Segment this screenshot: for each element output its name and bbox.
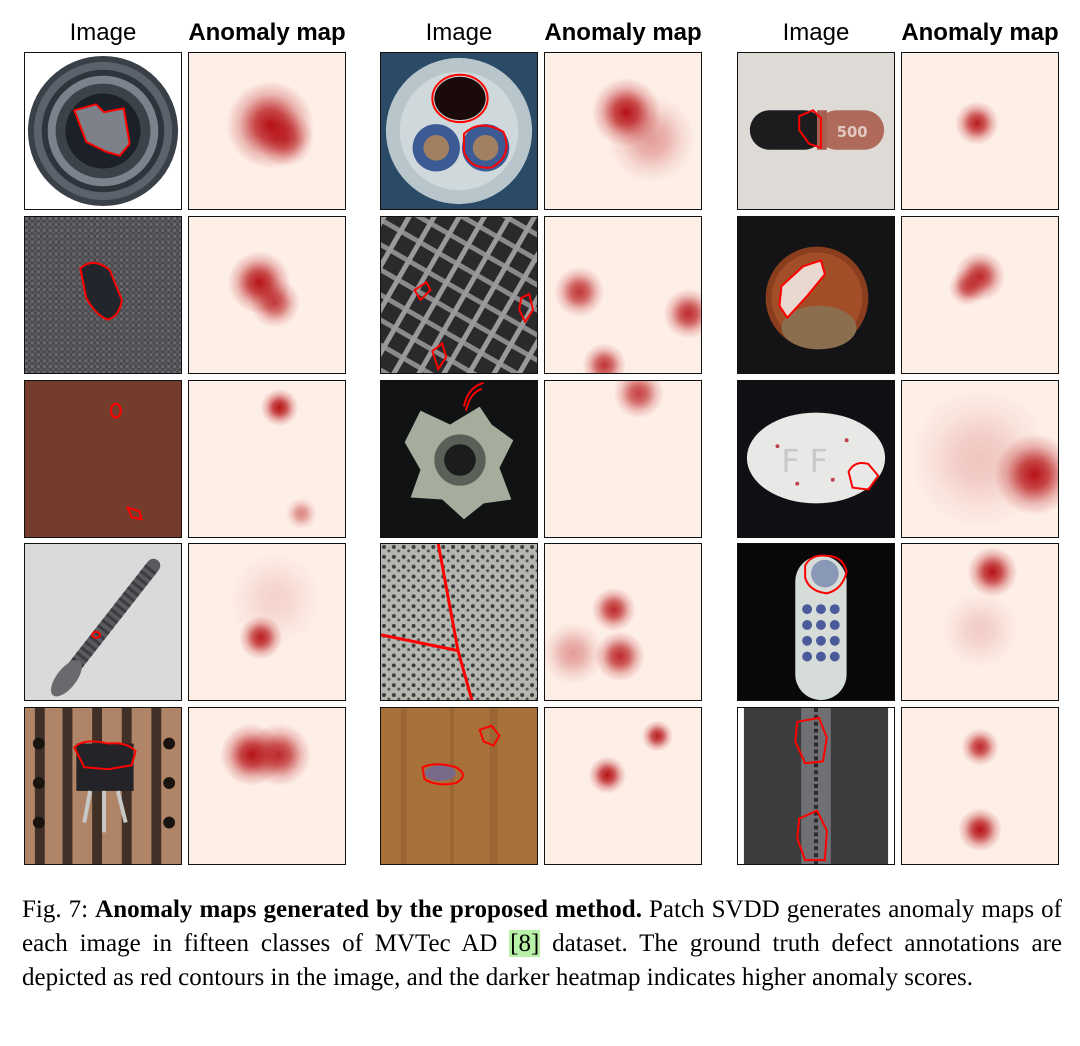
bottle-image	[24, 52, 182, 210]
svg-text:F F: F F	[781, 444, 827, 480]
header-image-col1: Image	[69, 19, 137, 46]
pill-anomaly-map	[901, 380, 1059, 538]
carpet-image	[24, 216, 182, 374]
zipper-anomaly-map	[901, 707, 1059, 865]
heatmap-spot	[257, 110, 314, 167]
leather-anomaly-map	[188, 380, 346, 538]
svg-text:500: 500	[837, 124, 868, 141]
capsule-image: 500	[737, 52, 895, 210]
zipper-image	[737, 707, 895, 865]
heatmap-spot	[248, 723, 311, 786]
wood-image	[380, 707, 538, 865]
hazelnut-image	[737, 216, 895, 374]
heatmap-spot	[554, 266, 605, 317]
heatmap-spot	[545, 622, 605, 685]
toothbrush-image	[737, 543, 895, 701]
caption-label: Fig. 7:	[22, 896, 89, 923]
caption-text-1: Patch SVDD generates anomaly maps of eac…	[22, 896, 1062, 957]
caption-title: Anomaly maps generated by the proposed m…	[95, 896, 642, 923]
pill-image: F F	[737, 380, 895, 538]
tile-anomaly-map	[544, 543, 702, 701]
heatmap-spot	[909, 388, 1051, 530]
toothbrush-anomaly-map	[901, 543, 1059, 701]
citation-link[interactable]: [8]	[509, 930, 541, 957]
screw-anomaly-map	[188, 543, 346, 701]
header-map-col3: Anomaly map	[901, 19, 1059, 46]
grid-anomaly-map	[544, 216, 702, 374]
heatmap-spot	[961, 728, 999, 766]
bottle-anomaly-map	[188, 52, 346, 210]
heatmap-spot	[591, 587, 636, 632]
metal-nut-image	[380, 380, 538, 538]
heatmap-spot	[958, 807, 1002, 852]
grid-image	[380, 216, 538, 374]
screw-image	[24, 543, 182, 701]
header-image-col3: Image	[782, 19, 850, 46]
heatmap-spot	[967, 547, 1018, 598]
heatmap-spot	[260, 388, 299, 427]
heatmap-spot	[285, 498, 317, 530]
heatmap-spot	[955, 101, 999, 146]
header-map-col1: Anomaly map	[188, 19, 346, 46]
figure-caption: Fig. 7: Anomaly maps generated by the pr…	[22, 893, 1062, 995]
caption-text-2: dataset. The ground truth defect annotat…	[22, 930, 1063, 991]
transistor-image	[24, 707, 182, 865]
tile-image	[380, 543, 538, 701]
heatmap-spot	[588, 756, 627, 794]
wood-anomaly-map	[544, 707, 702, 865]
header-map-col2: Anomaly map	[544, 19, 702, 46]
header-image-col2: Image	[425, 19, 493, 46]
carpet-anomaly-map	[188, 216, 346, 374]
leather-image	[24, 380, 182, 538]
cable-anomaly-map	[544, 52, 702, 210]
hazelnut-anomaly-map	[901, 216, 1059, 374]
heatmap-spot	[948, 268, 987, 306]
capsule-anomaly-map	[901, 52, 1059, 210]
heatmap-spot	[249, 277, 300, 328]
metal-nut-anomaly-map	[544, 380, 702, 538]
heatmap-spot	[941, 590, 1019, 669]
heatmap-spot	[613, 381, 664, 419]
transistor-anomaly-map	[188, 707, 346, 865]
heatmap-spot	[663, 288, 701, 339]
heatmap-spot	[582, 343, 627, 373]
heatmap-spot	[607, 95, 695, 183]
heatmap-spot	[594, 631, 645, 682]
cable-image	[380, 52, 538, 210]
heatmap-spot	[228, 551, 322, 646]
heatmap-spot	[641, 720, 673, 752]
